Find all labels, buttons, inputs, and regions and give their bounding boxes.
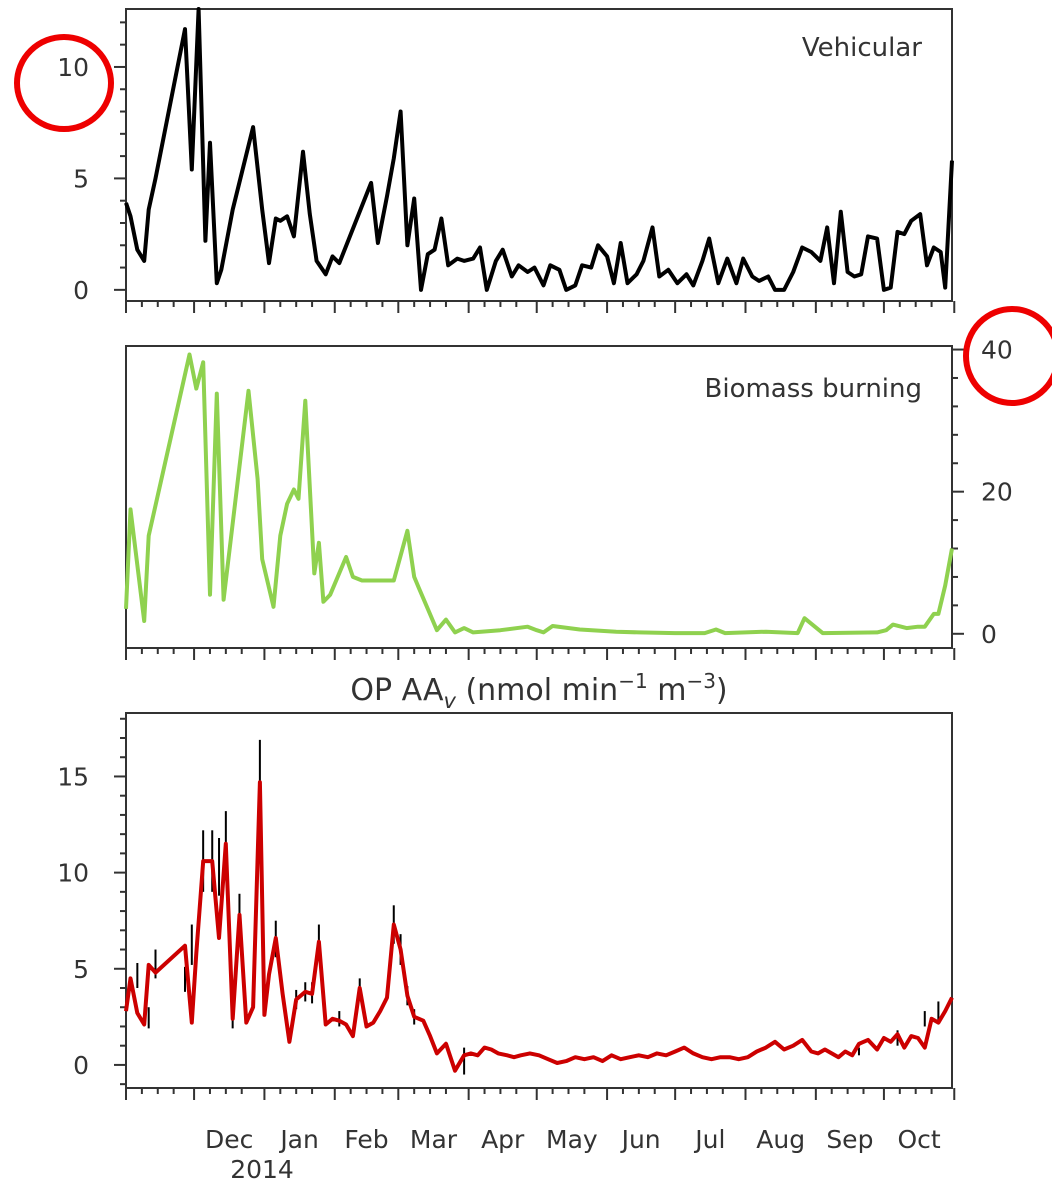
x-tick-label: Oct (897, 1125, 940, 1154)
y-tick-label: 5 (73, 955, 89, 984)
y-tick-label: 10 (57, 859, 89, 888)
title-units: (nmol min (456, 673, 618, 708)
y-tick-label: 0 (73, 1051, 89, 1080)
title-units-end: ) (716, 673, 728, 708)
vehicular-frame (125, 8, 953, 302)
title-units-sup1: −1 (618, 669, 647, 693)
x-tick-label: Jan (278, 1125, 319, 1154)
series-line (124, 7, 954, 292)
title-units-sup2: −3 (686, 669, 715, 693)
highlight-circle-biomass-40 (963, 306, 1052, 406)
y-tick-label: 15 (57, 762, 89, 791)
biomass-panel: Biomass burning 0 20 40 (124, 336, 1013, 660)
x-tick-label: Jun (620, 1125, 661, 1154)
vehicular-label: Vehicular (802, 33, 922, 63)
x-tick-label: Sep (826, 1125, 873, 1154)
y-tick-label: 40 (981, 336, 1013, 365)
y-tick-label: 5 (73, 164, 89, 193)
op-aav-title: OP AAv (nmol min−1 m−3) (350, 669, 727, 713)
biomass-frame (125, 345, 953, 649)
x-tick-label: Apr (481, 1125, 525, 1154)
x-tick-label: Jul (693, 1125, 725, 1154)
y-tick-label: 10 (57, 53, 89, 82)
y-tick-label: 0 (73, 276, 89, 305)
op-aav-panel: OP AAv (nmol min−1 m−3) 0 5 10 15 (57, 669, 956, 1100)
series-line (124, 780, 954, 1073)
x-tick-label: Aug (756, 1125, 805, 1154)
y-tick-label: 20 (981, 478, 1013, 507)
series-line (124, 352, 954, 636)
op-aav-frame (125, 712, 953, 1089)
x-tick-label: Mar (410, 1125, 458, 1154)
x-tick-label: Dec (205, 1125, 253, 1154)
x-year-label: 2014 (230, 1155, 294, 1182)
x-tick-label: May (546, 1125, 598, 1154)
highlight-circle-vehicular-10 (14, 34, 114, 132)
x-tick-label: Feb (344, 1125, 388, 1154)
biomass-label: Biomass burning (705, 374, 922, 404)
title-main: OP AA (350, 673, 444, 708)
title-subscript: v (443, 689, 456, 713)
vehicular-panel: Vehicular 0 5 10 (57, 7, 956, 313)
x-axis-labels: Dec Jan Feb Mar Apr May Jun Jul Aug Sep Oct (205, 1125, 941, 1154)
title-units-mid: m (648, 673, 687, 708)
y-tick-label: 0 (981, 620, 997, 649)
